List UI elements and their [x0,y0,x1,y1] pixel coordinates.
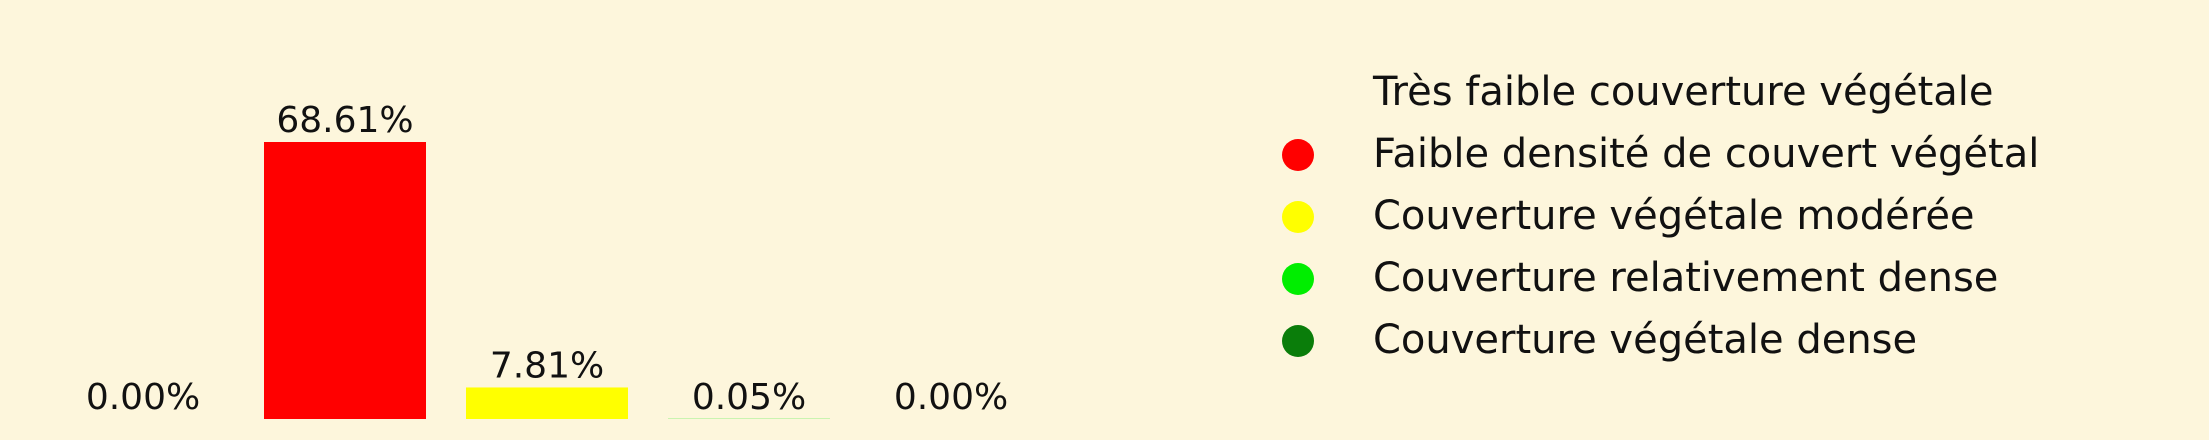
data-label-1: 0.00% [86,377,200,418]
data-label-2: 68.61% [276,100,413,141]
legend-entry-1: Très faible couverture végétale [1372,69,1994,115]
data-label-3: 7.81% [490,345,604,386]
legend-marker-5 [1282,325,1314,357]
data-labels-layer: 0.00% 68.61% 7.81% 0.05% 0.00% [86,100,1008,418]
bar-3 [466,387,628,419]
data-label-5: 0.00% [894,377,1008,418]
legend: Très faible couverture végétale Faible de… [1282,69,2039,363]
legend-marker-3 [1282,201,1314,233]
legend-entry-3: Couverture végétale modérée [1373,193,1975,239]
data-label-4: 0.05% [692,377,806,418]
legend-marker-4 [1282,263,1314,295]
legend-marker-1 [1282,77,1314,109]
bar-2 [264,142,426,419]
legend-entry-4: Couverture relativement dense [1373,255,1998,301]
legend-marker-2 [1282,139,1314,171]
legend-entry-2: Faible densité de couvert végétal [1373,131,2039,177]
legend-entry-5: Couverture végétale dense [1373,317,1917,363]
